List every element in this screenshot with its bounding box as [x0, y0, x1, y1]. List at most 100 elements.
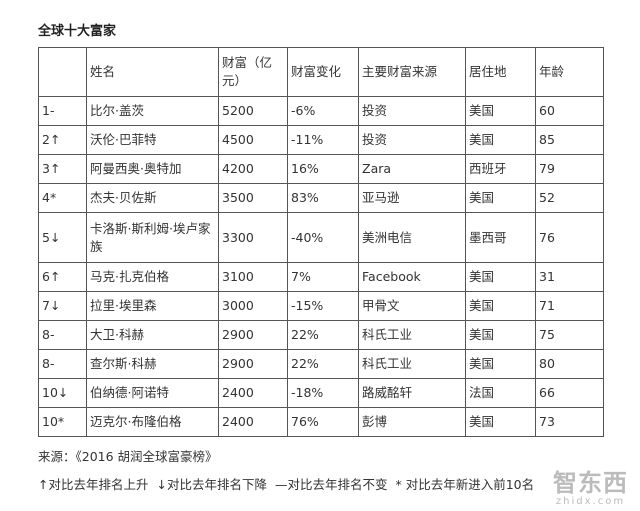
- watermark: 智东西 zhidx.com: [553, 470, 628, 507]
- table-cell: 拉里·埃里森: [86, 291, 219, 321]
- table-row: 8- 大卫·科赫 2900 22% 科氏工业 美国 75: [38, 320, 604, 350]
- legend-item: ↓对比去年排名下降: [156, 477, 267, 492]
- table-cell: 比尔·盖茨: [86, 96, 219, 126]
- table-cell: 美国: [465, 349, 536, 379]
- table-cell: 66: [535, 378, 604, 408]
- source-note: 来源：《2016 胡润全球富豪榜》: [38, 449, 218, 464]
- table-cell: 75: [535, 320, 604, 350]
- table-cell: 3300: [218, 212, 288, 263]
- table-cell: 22%: [287, 320, 359, 350]
- table-body: 1- 比尔·盖茨 5200 -6% 投资 美国 60 2↑ 沃伦·巴菲特 4500 -11% 投资 美国…: [38, 96, 604, 437]
- table-cell: 路威酩轩: [358, 378, 466, 408]
- watermark-name: 智东西: [553, 469, 628, 497]
- table-cell: 伯纳德·阿诺特: [86, 378, 219, 408]
- column-header: [38, 47, 87, 97]
- table-cell: 7↓: [38, 291, 87, 321]
- table-cell: 4200: [218, 154, 288, 184]
- table-cell: 法国: [465, 378, 536, 408]
- table-cell: 杰夫·贝佐斯: [86, 183, 219, 213]
- table-row: 6↑ 马克·扎克伯格 3100 7% Facebook 美国 31: [38, 262, 604, 292]
- legend-item: ↑对比去年排名上升: [38, 477, 149, 492]
- table-cell: -15%: [287, 291, 359, 321]
- table-cell: 墨西哥: [465, 212, 536, 263]
- watermark-url: zhidx.com: [555, 496, 626, 507]
- table-cell: 美国: [465, 125, 536, 155]
- table-cell: 3100: [218, 262, 288, 292]
- header-row: 姓名 财富（亿元） 财富变化 主要财富来源 居住地 年龄: [38, 47, 604, 97]
- table-cell: -40%: [287, 212, 359, 263]
- table-cell: 2↑: [38, 125, 87, 155]
- table-cell: 79: [535, 154, 604, 184]
- table-cell: 2900: [218, 320, 288, 350]
- table-cell: 彭博: [358, 407, 466, 437]
- table-row: 1- 比尔·盖茨 5200 -6% 投资 美国 60: [38, 96, 604, 126]
- table-cell: 卡洛斯·斯利姆·埃卢家族: [86, 212, 219, 263]
- table-row: 8- 查尔斯·科赫 2900 22% 科氏工业 美国 80: [38, 349, 604, 379]
- table-cell: 甲骨文: [358, 291, 466, 321]
- table-cell: -11%: [287, 125, 359, 155]
- column-header: 年龄: [535, 47, 604, 97]
- table-cell: 美国: [465, 291, 536, 321]
- column-header: 居住地: [465, 47, 536, 97]
- table-cell: 10*: [38, 407, 87, 437]
- table-cell: 沃伦·巴菲特: [86, 125, 219, 155]
- legend-item: —对比去年排名不变: [274, 477, 388, 492]
- table-cell: 80: [535, 349, 604, 379]
- table-cell: 31: [535, 262, 604, 292]
- column-header: 财富（亿元）: [218, 47, 288, 97]
- table-cell: 1-: [38, 96, 87, 126]
- table-cell: 83%: [287, 183, 359, 213]
- table-cell: 迈克尔·布隆伯格: [86, 407, 219, 437]
- table-cell: 投资: [358, 96, 466, 126]
- table-cell: 西班牙: [465, 154, 536, 184]
- table-cell: 马克·扎克伯格: [86, 262, 219, 292]
- table-cell: 查尔斯·科赫: [86, 349, 219, 379]
- table-cell: 美洲电信: [358, 212, 466, 263]
- table-cell: 2900: [218, 349, 288, 379]
- table-cell: 美国: [465, 407, 536, 437]
- table-cell: 亚马逊: [358, 183, 466, 213]
- table-cell: 6↑: [38, 262, 87, 292]
- table-cell: 10↓: [38, 378, 87, 408]
- table-cell: 3500: [218, 183, 288, 213]
- table-cell: 美国: [465, 262, 536, 292]
- table-cell: -6%: [287, 96, 359, 126]
- table-cell: 76: [535, 212, 604, 263]
- table-cell: 22%: [287, 349, 359, 379]
- table-cell: 8-: [38, 349, 87, 379]
- table-cell: 美国: [465, 96, 536, 126]
- table-cell: 3000: [218, 291, 288, 321]
- table-cell: -18%: [287, 378, 359, 408]
- title: 全球十大富家: [38, 24, 117, 39]
- table-cell: Zara: [358, 154, 466, 184]
- column-header: 财富变化: [287, 47, 359, 97]
- table-cell: 4*: [38, 183, 87, 213]
- table-cell: 美国: [465, 183, 536, 213]
- table-cell: 4500: [218, 125, 288, 155]
- table-cell: Facebook: [358, 262, 466, 292]
- legend: ↑对比去年排名上升 ↓对比去年排名下降 —对比去年排名不变 * 对比去年新进入前10名: [38, 474, 542, 493]
- column-header: 姓名: [86, 47, 219, 97]
- table-cell: 2400: [218, 407, 288, 437]
- table-cell: 7%: [287, 262, 359, 292]
- table-cell: 52: [535, 183, 604, 213]
- table-row: 4* 杰夫·贝佐斯 3500 83% 亚马逊 美国 52: [38, 183, 604, 213]
- table-cell: 16%: [287, 154, 359, 184]
- table-cell: 科氏工业: [358, 320, 466, 350]
- table-cell: 73: [535, 407, 604, 437]
- table: 姓名 财富（亿元） 财富变化 主要财富来源 居住地 年龄 1- 比尔·盖茨 5200 -6% 投资…: [38, 47, 604, 437]
- table-row: 7↓ 拉里·埃里森 3000 -15% 甲骨文 美国 71: [38, 291, 604, 321]
- table-row: 10* 迈克尔·布隆伯格 2400 76% 彭博 美国 73: [38, 407, 604, 437]
- legend-item: * 对比去年新进入前10名: [395, 477, 535, 492]
- table-row: 3↑ 阿曼西奥·奥特加 4200 16% Zara 西班牙 79: [38, 154, 604, 184]
- table-row: 5↓ 卡洛斯·斯利姆·埃卢家族 3300 -40% 美洲电信 墨西哥 76: [38, 212, 604, 263]
- table-row: 10↓ 伯纳德·阿诺特 2400 -18% 路威酩轩 法国 66: [38, 378, 604, 408]
- table-cell: 阿曼西奥·奥特加: [86, 154, 219, 184]
- table-cell: 71: [535, 291, 604, 321]
- table-cell: 5↓: [38, 212, 87, 263]
- table-cell: 2400: [218, 378, 288, 408]
- table-cell: 5200: [218, 96, 288, 126]
- table-cell: 大卫·科赫: [86, 320, 219, 350]
